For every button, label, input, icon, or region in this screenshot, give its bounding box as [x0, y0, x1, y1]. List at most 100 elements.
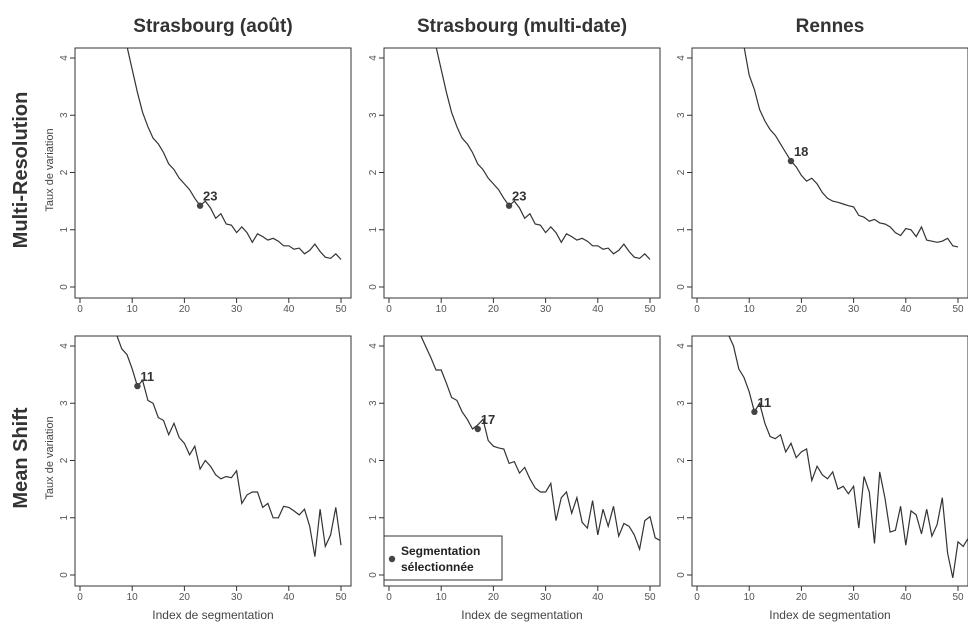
y-tick-label: 4 [59, 343, 70, 349]
x-tick-label: 30 [540, 304, 552, 315]
x-tick-label: 50 [952, 592, 964, 603]
x-tick-label: 30 [848, 592, 860, 603]
y-tick-label: 1 [59, 227, 70, 233]
x-tick-label: 10 [127, 304, 139, 315]
selected-point-marker [196, 202, 204, 209]
x-tick-label: 0 [77, 304, 83, 315]
x-tick-label: 20 [796, 304, 808, 315]
x-tick-label: 40 [283, 592, 295, 603]
x-axis-label-col2: Index de segmentation [461, 608, 582, 622]
panel-2: 0 10 20 30 40 50 0 1 2 3 4 [368, 47, 661, 315]
x-tick-label: 30 [540, 592, 552, 603]
series-line [743, 48, 959, 248]
y-tick-label: 0 [368, 284, 379, 290]
y-tick-label: 2 [368, 457, 379, 463]
legend: Segmentation sélectionnée [383, 535, 503, 581]
row-title-1: Multi-Resolution [10, 92, 32, 249]
y-tick-label: 4 [59, 55, 70, 61]
y-tick-label: 3 [368, 400, 379, 406]
x-tick-label: 50 [335, 304, 347, 315]
y-tick-label: 0 [59, 284, 70, 290]
selected-point-label: 11 [140, 369, 154, 384]
y-tick-label: 2 [368, 169, 379, 175]
series-line [435, 48, 651, 260]
selected-point-marker [505, 202, 513, 209]
row-title-2: Mean Shift [10, 407, 32, 508]
y-tick-label: 1 [676, 515, 687, 521]
x-tick-label: 50 [952, 304, 964, 315]
panel-6: 0 10 20 30 40 50 0 1 2 3 4 [676, 335, 968, 603]
x-tick-label: 40 [900, 304, 912, 315]
x-tick-label: 40 [592, 592, 604, 603]
x-tick-label: 20 [179, 304, 191, 315]
y-tick-label: 3 [59, 112, 70, 118]
x-axis-label-col3: Index de segmentation [769, 608, 890, 622]
y-tick-label: 0 [59, 572, 70, 578]
panel-3: 0 10 20 30 40 50 0 1 2 3 4 [676, 47, 968, 315]
y-tick-label: 2 [59, 457, 70, 463]
selected-point-label: 17 [481, 412, 495, 427]
x-tick-label: 50 [644, 592, 656, 603]
x-tick-label: 20 [488, 592, 500, 603]
y-axis-label-row2: Taux de variation [44, 416, 56, 499]
x-tick-label: 20 [179, 592, 191, 603]
series-line [126, 48, 342, 260]
x-tick-label: 50 [335, 592, 347, 603]
x-tick-label: 0 [386, 304, 392, 315]
x-tick-label: 20 [488, 304, 500, 315]
panel-frame [691, 47, 968, 299]
series-line [728, 336, 968, 579]
y-tick-label: 3 [676, 112, 687, 118]
legend-label-line2: sélectionnée [401, 560, 474, 574]
y-tick-label: 4 [368, 343, 379, 349]
column-title-3: Rennes [796, 16, 865, 37]
selected-point-label: 23 [203, 189, 217, 204]
y-tick-label: 0 [676, 572, 687, 578]
y-tick-label: 3 [676, 400, 687, 406]
x-tick-label: 40 [283, 304, 295, 315]
y-tick-label: 3 [368, 112, 379, 118]
column-title-2: Strasbourg (multi-date) [417, 16, 627, 37]
x-tick-label: 0 [694, 304, 700, 315]
legend-marker [388, 555, 396, 563]
series-line [116, 336, 342, 557]
x-tick-label: 30 [231, 304, 243, 315]
y-tick-label: 1 [368, 227, 379, 233]
selected-point-marker [134, 382, 141, 390]
panel-frame [74, 47, 352, 299]
selected-point-marker [787, 157, 795, 165]
selected-point-label: 18 [794, 144, 808, 159]
y-tick-label: 1 [676, 227, 687, 233]
x-tick-label: 10 [436, 592, 448, 603]
x-tick-label: 20 [796, 592, 808, 603]
y-tick-label: 1 [59, 515, 70, 521]
y-tick-label: 3 [59, 400, 70, 406]
x-tick-label: 0 [386, 592, 392, 603]
selected-point-marker [474, 425, 481, 433]
legend-label-line1: Segmentation [401, 544, 480, 558]
x-tick-label: 0 [694, 592, 700, 603]
x-tick-label: 10 [127, 592, 139, 603]
y-tick-label: 4 [676, 55, 687, 61]
panel-frame [383, 47, 661, 299]
x-tick-label: 30 [848, 304, 860, 315]
selected-point-marker [751, 408, 758, 416]
y-tick-label: 4 [368, 55, 379, 61]
selected-point-label: 11 [757, 395, 771, 410]
x-tick-label: 10 [436, 304, 448, 315]
y-axis-label-row1: Taux de variation [44, 128, 56, 211]
x-tick-label: 50 [644, 304, 656, 315]
x-tick-label: 40 [592, 304, 604, 315]
y-tick-label: 0 [676, 284, 687, 290]
y-tick-label: 2 [676, 169, 687, 175]
panel-5: 0 10 20 30 40 50 0 1 2 3 4 [368, 335, 661, 603]
panel-4: 0 10 20 30 40 50 0 1 2 3 4 [59, 335, 352, 603]
series-line [420, 336, 660, 552]
x-tick-label: 10 [744, 304, 756, 315]
x-tick-label: 40 [900, 592, 912, 603]
panel-frame [691, 335, 968, 587]
y-tick-label: 0 [368, 572, 379, 578]
y-tick-label: 2 [59, 169, 70, 175]
